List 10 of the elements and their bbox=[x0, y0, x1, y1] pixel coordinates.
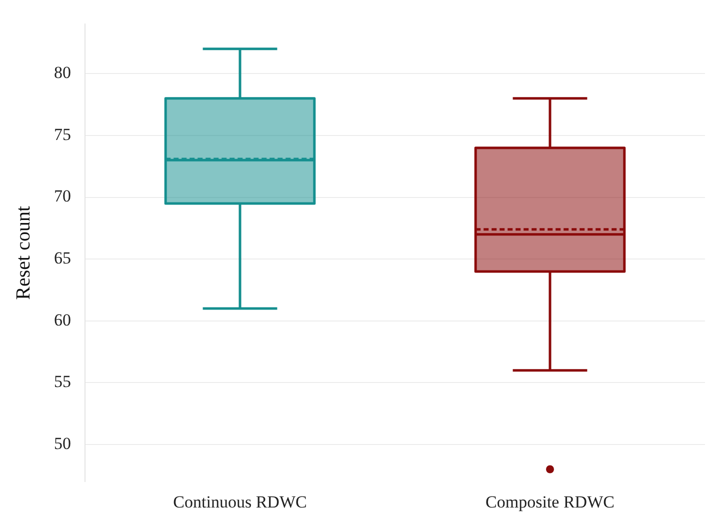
x-tick-label: Continuous RDWC bbox=[173, 492, 307, 512]
y-tick-label: 55 bbox=[54, 372, 71, 392]
y-axis-title: Reset count bbox=[12, 206, 34, 300]
y-tick-label: 60 bbox=[54, 310, 71, 330]
x-tick-label: Composite RDWC bbox=[486, 492, 614, 512]
y-tick-label: 70 bbox=[54, 186, 71, 206]
y-tick-label: 80 bbox=[54, 63, 71, 82]
y-tick-label: 65 bbox=[54, 248, 71, 268]
y-tick-label: 50 bbox=[54, 434, 71, 453]
y-tick-label: 75 bbox=[54, 124, 71, 144]
